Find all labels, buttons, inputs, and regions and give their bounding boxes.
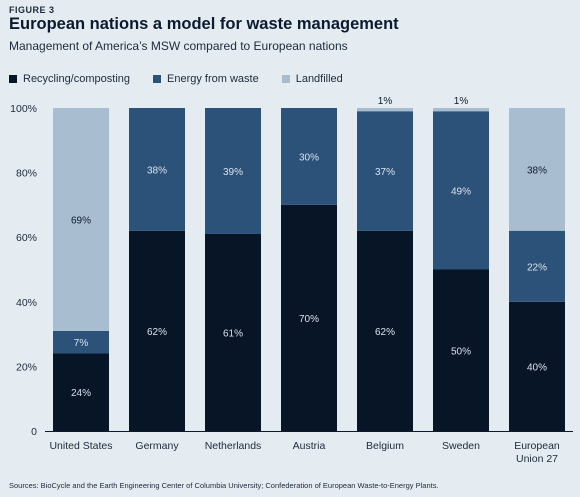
bar-segment bbox=[205, 108, 261, 234]
bar-segment bbox=[281, 204, 337, 431]
y-tick-label: 20% bbox=[16, 361, 37, 373]
legend: Recycling/composting Energy from waste L… bbox=[9, 72, 366, 86]
data-label: 38% bbox=[527, 165, 547, 176]
chart-subtitle: Management of America’s MSW compared to … bbox=[9, 39, 348, 53]
bar-segment bbox=[433, 108, 489, 112]
legend-swatch-recycling bbox=[9, 75, 17, 83]
bar-segment bbox=[205, 233, 261, 431]
chart-title: European nations a model for waste manag… bbox=[9, 15, 399, 33]
data-label: 70% bbox=[299, 314, 319, 325]
legend-label-landfilled: Landfilled bbox=[295, 73, 343, 85]
data-label: 38% bbox=[147, 165, 167, 176]
bar-segment bbox=[129, 230, 185, 431]
y-tick-label: 80% bbox=[16, 168, 37, 180]
category-label: Austria bbox=[293, 440, 326, 452]
y-tick-label: 0 bbox=[31, 426, 37, 438]
y-tick-label: 60% bbox=[16, 232, 37, 244]
bar-segment bbox=[357, 108, 413, 112]
category-label: Union 27 bbox=[516, 453, 558, 465]
data-label: 50% bbox=[451, 346, 471, 357]
data-label: 62% bbox=[375, 327, 395, 338]
legend-swatch-landfilled bbox=[281, 75, 290, 83]
data-label: 62% bbox=[147, 327, 167, 338]
bar-segment bbox=[53, 330, 109, 354]
bar-segment bbox=[509, 108, 565, 231]
data-label: 22% bbox=[527, 262, 547, 273]
y-tick-label: 40% bbox=[16, 297, 37, 309]
data-label: 61% bbox=[223, 328, 243, 339]
legend-item-landfilled: Landfilled bbox=[281, 73, 343, 85]
bar-segment bbox=[53, 353, 109, 431]
data-label: 40% bbox=[527, 362, 547, 373]
legend-swatch-energy bbox=[153, 75, 161, 83]
legend-item-recycling: Recycling/composting bbox=[9, 73, 130, 85]
bar-segment bbox=[53, 108, 109, 331]
bar-segment bbox=[509, 301, 565, 431]
category-label: Sweden bbox=[442, 440, 480, 452]
category-label: United States bbox=[49, 440, 112, 452]
category-label: Germany bbox=[135, 440, 179, 452]
data-label: 7% bbox=[74, 338, 89, 349]
bar-segment bbox=[357, 230, 413, 431]
data-label: 24% bbox=[71, 388, 91, 399]
data-label: 37% bbox=[375, 167, 395, 178]
bar-segment bbox=[433, 111, 489, 270]
bar-segment bbox=[129, 108, 185, 231]
bar-segment bbox=[433, 269, 489, 431]
data-label: 30% bbox=[299, 152, 319, 163]
category-label: Belgium bbox=[366, 440, 404, 452]
legend-label-recycling: Recycling/composting bbox=[23, 73, 130, 85]
category-label: Netherlands bbox=[205, 440, 262, 452]
bar-segment bbox=[357, 111, 413, 231]
bar-segment bbox=[281, 108, 337, 205]
data-label: 39% bbox=[223, 167, 243, 178]
bar-segment bbox=[509, 230, 565, 302]
data-label: 1% bbox=[378, 96, 393, 107]
legend-item-energy: Energy from waste bbox=[153, 73, 259, 85]
figure-label: FIGURE 3 bbox=[9, 5, 55, 15]
sources-note: Sources: BioCycle and the Earth Engineer… bbox=[9, 481, 439, 490]
data-label: 1% bbox=[454, 96, 469, 107]
y-tick-label: 100% bbox=[10, 103, 37, 115]
data-label: 49% bbox=[451, 186, 471, 197]
data-label: 69% bbox=[71, 215, 91, 226]
category-label: European bbox=[514, 440, 560, 452]
legend-label-energy: Energy from waste bbox=[167, 73, 259, 85]
